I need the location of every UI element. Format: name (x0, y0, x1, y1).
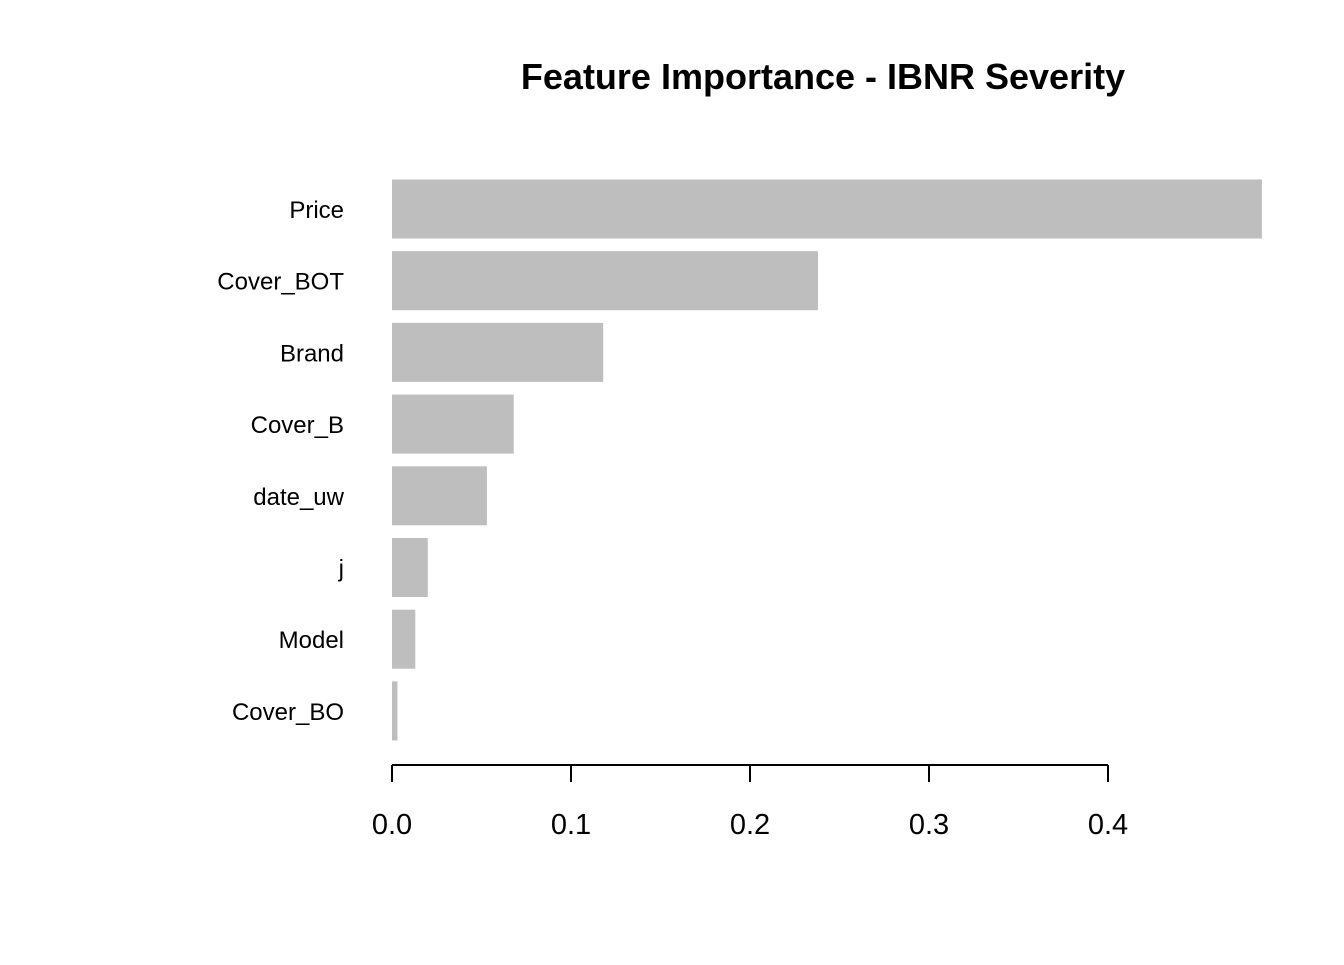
bar-cover-b (392, 394, 514, 454)
x-tick-label: 0.4 (1088, 809, 1128, 841)
chart-title: Feature Importance - IBNR Severity (520, 56, 1126, 97)
bar-cover-bo (392, 681, 398, 741)
category-label: Model (279, 627, 344, 654)
bar-cover-bot (392, 251, 818, 311)
bar-date-uw (392, 466, 487, 526)
x-tick-label: 0.0 (372, 809, 412, 841)
category-label: Cover_BO (232, 699, 344, 726)
category-label: Cover_B (251, 412, 344, 439)
category-label: Cover_BOT (217, 269, 344, 296)
bar-price (392, 179, 1262, 239)
bar-model (392, 609, 416, 669)
x-tick-label: 0.2 (730, 809, 770, 841)
bar-j (392, 538, 428, 597)
x-tick-label: 0.3 (909, 809, 949, 841)
bar-brand (392, 322, 604, 382)
category-label: Price (289, 197, 344, 224)
x-tick-label: 0.1 (551, 809, 591, 841)
category-label: Brand (280, 340, 344, 367)
category-label: date_uw (253, 484, 344, 511)
category-label: j (338, 556, 344, 583)
